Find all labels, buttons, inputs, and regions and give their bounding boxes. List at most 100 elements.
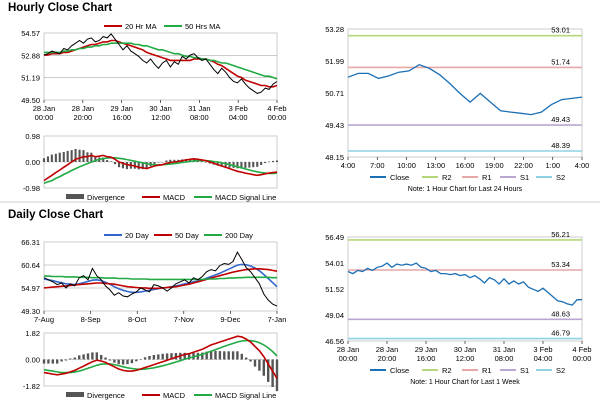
daily-macd-legend-label: MACD (163, 391, 186, 400)
daily-1w-xtick-label: 31 Jan (493, 345, 516, 354)
hourly-24h-level-label: 51.74 (551, 57, 570, 66)
hourly-price-xtick-label: 31 Jan (188, 104, 211, 113)
hourly-macd-divergence-bar (118, 162, 121, 168)
hourly-24h-xtick-label: 19:00 (485, 161, 504, 170)
daily-price-legend-label: 200 Day (225, 231, 253, 240)
daily-1w-xtick-label: 00:00 (339, 354, 358, 363)
daily-macd-divergence-bar (249, 359, 252, 362)
hourly-price-xtick-label: 30 Jan (149, 104, 172, 113)
hourly-price-xtick-label: 04:00 (229, 113, 248, 122)
daily-macd-divergence-bar (223, 351, 226, 360)
daily-1w-ytick-label: 56.49 (325, 233, 344, 242)
daily-macd-divergence-bar (170, 353, 173, 360)
daily-macd-divergence-bar (143, 357, 147, 360)
daily-1w-xtick-label: 16:00 (417, 354, 436, 363)
hourly-macd-divergence-bar (70, 150, 73, 162)
daily-1w-xtick-label: 28 Jan (376, 345, 399, 354)
daily-1w-xtick-label: 12:00 (456, 354, 475, 363)
hourly-24h-plot-area (347, 28, 583, 158)
daily-price-legend-label: 20 Day (125, 231, 149, 240)
daily-macd-divergence-bar (135, 359, 138, 362)
hourly-24h-xtick-label: 16:00 (456, 161, 475, 170)
daily-macd-divergence-bar (64, 359, 68, 361)
hourly-macd-divergence-bar (102, 157, 105, 162)
daily-macd-divergence-bar (82, 354, 85, 360)
daily-1w-plot-area (347, 236, 583, 342)
hourly-price-xtick-label: 12:00 (151, 113, 170, 122)
hourly-macd-divergence-bar (220, 162, 223, 167)
daily-macd-ytick-label: 0.00 (25, 356, 40, 365)
hourly-price-xtick-label: 20:00 (73, 113, 92, 122)
hourly-macd-divergence-bar (264, 162, 267, 164)
daily-1w-legend-label: R2 (442, 366, 452, 375)
hourly-macd-divergence-bar (173, 159, 176, 162)
hourly-macd-legend-label: MACD Signal Line (215, 193, 276, 202)
daily-macd-signal-line (43, 339, 278, 374)
daily-1w-ytick-label: 46.56 (325, 337, 344, 346)
daily-macd-ytick-label: 1.82 (25, 329, 40, 338)
daily-price-xtick-label: 7-Nov (174, 315, 194, 324)
daily-price-legend-label: 50 Day (175, 231, 199, 240)
daily-macd-divergence-bar (187, 353, 191, 360)
daily-macd-divergence-bar (209, 350, 213, 360)
daily-section-title: Daily Close Chart (8, 209, 104, 221)
hourly-price-xtick-label: 4 Feb (267, 104, 286, 113)
hourly-macd-divergence-bar (106, 160, 109, 162)
daily-macd-divergence-bar (126, 359, 129, 365)
hourly-macd-legend-label: Divergence (87, 193, 125, 202)
hourly-macd-divergence-bar (200, 161, 203, 162)
daily-macd-divergence-bar (271, 359, 274, 387)
daily-macd-divergence-bar (121, 359, 125, 365)
hourly-macd-divergence-bar (74, 149, 77, 162)
hourly-24h-ytick-label: 48.15 (325, 153, 344, 162)
hourly-price-xtick-label: 28 Jan (72, 104, 95, 113)
hourly-macd-divergence-bar (141, 162, 144, 170)
hourly-macd-divergence-bar (110, 161, 113, 162)
hourly-macd-divergence-bar (94, 156, 97, 162)
daily-1w-xtick-label: 04:00 (534, 354, 553, 363)
hourly-macd-divergence-bar (189, 159, 192, 162)
daily-macd-divergence-bar (91, 352, 94, 360)
daily-macd-divergence-bar (73, 357, 76, 360)
hourly-24h-xtick-label: 22:00 (514, 161, 533, 170)
daily-macd-divergence-bar (113, 359, 116, 363)
daily-macd-divergence-bar (161, 353, 164, 360)
daily-macd-divergence-bar (174, 353, 178, 360)
hourly-price-legend-label: 50 Hrs MA (185, 22, 220, 31)
daily-macd-divergence-bar (205, 351, 208, 360)
hourly-price-ytick-label: 54.57 (21, 29, 40, 38)
hourly-24h-xtick-label: 4:00 (575, 161, 590, 170)
hourly-24h-xtick-label: 13:00 (426, 161, 445, 170)
hourly-24h-xtick-label: 4:00 (341, 161, 356, 170)
hourly-price-xtick-label: 3 Feb (229, 104, 248, 113)
daily-1w-legend-label: Close (390, 366, 409, 375)
daily-1w-xtick-label: 29 Jan (415, 345, 438, 354)
daily-1w-note: Note: 1 Hour Chart for Last 1 Week (410, 379, 520, 386)
daily-macd-divergence-bar (267, 359, 270, 382)
daily-macd-divergence-bar (47, 359, 50, 364)
daily-1w-legend-label: S1 (520, 366, 529, 375)
daily-price-xtick-label: 7-Jan (268, 315, 287, 324)
hourly-macd-legend-label: MACD (163, 193, 186, 202)
hourly-price-ytick-label: 49.50 (21, 96, 40, 105)
hourly-price-series-ma50 (44, 42, 278, 80)
hourly-macd-divergence-bar (62, 152, 65, 162)
daily-macd-divergence-bar (152, 355, 156, 360)
hourly-macd-divergence-bar (58, 152, 61, 162)
hourly-macd-divergence-bar (54, 153, 57, 162)
hourly-macd-divergence-bar (204, 162, 207, 163)
daily-macd-divergence-bar (100, 355, 103, 360)
hourly-price-legend-label: 20 Hr MA (125, 22, 157, 31)
daily-1w-ytick-label: 49.04 (325, 311, 344, 320)
daily-macd-divergence-bar (201, 352, 204, 360)
hourly-24h-xtick-label: 1:00 (545, 161, 560, 170)
hourly-macd-divergence-bar (114, 162, 117, 165)
daily-macd-legend-label: Divergence (87, 391, 125, 400)
daily-1w-xtick-label: 00:00 (573, 354, 592, 363)
daily-macd-divergence-bar (104, 357, 107, 360)
daily-macd-divergence-bar (262, 359, 265, 376)
daily-macd-ytick-label: -1.82 (23, 382, 40, 391)
daily-1w-level-label: 53.34 (551, 260, 570, 269)
daily-macd-divergence-bar (60, 359, 63, 362)
hourly-macd-divergence-bar (50, 154, 53, 162)
